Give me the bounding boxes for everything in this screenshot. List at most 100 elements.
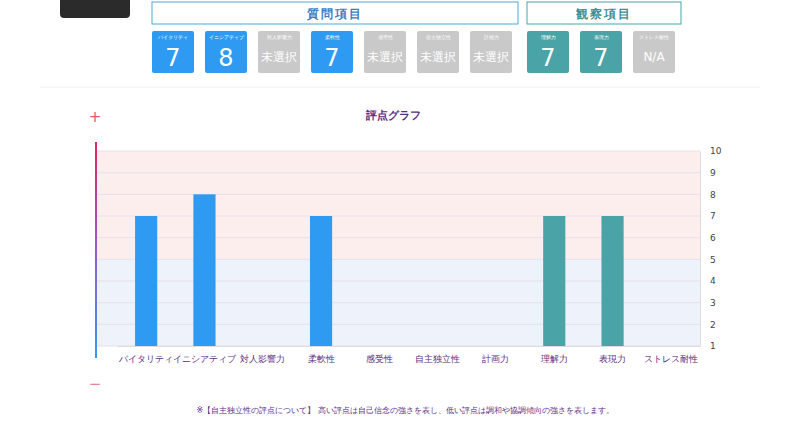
x-tick-label: 感受性 [366,354,393,364]
x-tick-label: 対人影響力 [240,354,285,364]
x-tick-label: イニシアティブ [173,354,237,364]
minus-label: − [89,375,102,393]
y-tick-label: 1 [710,341,716,351]
separator [40,87,760,88]
score-card: 対人影響力未選択 [258,31,300,73]
score-card: 自主独立性未選択 [417,31,459,73]
x-tick-label: 自主独立性 [415,354,460,364]
grid [97,151,700,346]
x-tick-label: ストレス耐性 [644,354,698,364]
card-value: 7 [540,44,555,72]
card-label: 表現力 [594,34,609,40]
x-tick-label: バイタリティ [118,354,173,364]
y-tick: 7 [700,211,716,221]
bars [135,194,624,346]
card-bg [258,31,300,73]
y-tick: 8 [700,190,716,200]
footnote: ※【自主独立性の評点について】 高い評点は自己信念の強さを表し、低い評点は調和や… [196,406,613,415]
bar [310,216,332,346]
y-tick-label: 4 [710,276,716,286]
card-label: ストレス耐性 [639,34,669,40]
card-label: 柔軟性 [325,34,340,40]
card-value: 8 [218,44,233,72]
score-card: 理解力 7 [527,31,569,73]
card-bg [417,31,459,73]
x-axis-line [118,346,701,347]
y-tick-label: 8 [710,190,716,200]
y-tick-label: 7 [710,211,716,221]
x-tick: 表現力 [599,346,626,364]
card-bg [527,31,569,73]
bar [601,216,623,346]
card-value: 7 [593,44,608,72]
y-tick: 6 [700,233,716,243]
score-card: バイタリティ 7 [152,31,194,73]
x-tick: イニシアティブ [173,346,237,364]
score-card: ストレス耐性 N/A [633,31,675,73]
grid-line [97,194,700,195]
x-tick: 自主独立性 [415,346,460,364]
plus-label: + [89,108,102,126]
card-value: 7 [165,44,180,72]
card-bg [311,31,353,73]
card-value: 7 [324,44,339,72]
y-tick: 2 [700,320,716,330]
y-axis: 1 2 3 4 5 6 7 8 9 10 [700,146,722,351]
y-tick: 1 [700,341,716,351]
y-tick: 10 [700,146,722,156]
card-label: 自主独立性 [426,34,451,40]
group-header-box [527,2,681,24]
card-value: N/A [643,50,665,64]
score-card: 計画力未選択 [470,31,512,73]
group-title: 質問項目 [306,7,363,21]
avatar [60,0,130,18]
bar [193,194,215,346]
y-tick: 5 [700,255,716,265]
card-value: 未選択 [420,50,456,64]
x-tick-label: 表現力 [599,354,626,364]
card-bg [364,31,406,73]
x-tick: ストレス耐性 [644,346,698,364]
score-card: 柔軟性 7 [311,31,353,73]
card-label: バイタリティ [157,34,188,40]
bar [135,216,157,346]
score-card: 感受性未選択 [364,31,406,73]
y-tick-label: 3 [710,298,716,308]
y-axis-line [700,152,701,347]
x-tick: 対人影響力 [240,346,285,364]
card-group: 観察項目理解力7表現力7ストレス耐性N/A [527,2,681,73]
card-bg [152,31,194,73]
card-label: 理解力 [541,34,556,40]
group-header-box [152,2,518,24]
polarity-bar [95,142,97,358]
y-tick: 4 [700,276,716,286]
x-tick-label: 理解力 [541,354,568,364]
x-tick: バイタリティ [118,346,173,364]
card-label: 対人影響力 [267,34,292,40]
page: 質問項目バイタリティ7イニシアティブ8対人影響力未選択柔軟性7感受性未選択自主独… [0,0,800,447]
y-tick: 9 [700,168,716,178]
card-group: 質問項目バイタリティ7イニシアティブ8対人影響力未選択柔軟性7感受性未選択自主独… [152,2,518,73]
x-tick-label: 計画力 [482,354,509,364]
card-bg [580,31,622,73]
card-bg [205,31,247,73]
bands [97,151,700,346]
x-tick: 柔軟性 [308,346,335,364]
card-label: 計画力 [484,34,499,40]
y-tick-label: 9 [710,168,716,178]
x-tick: 感受性 [366,346,393,364]
x-tick: 理解力 [541,346,568,364]
x-tick: 計画力 [482,346,509,364]
y-tick-label: 6 [710,233,716,243]
card-value: 未選択 [367,50,403,64]
grid-line [97,172,700,173]
y-tick-label: 5 [710,255,716,265]
y-tick-label: 2 [710,320,716,330]
bar [543,216,565,346]
score-card: イニシアティブ 8 [205,31,247,73]
grid-line [97,151,700,152]
x-tick-label: 柔軟性 [308,354,335,364]
card-label: イニシアティブ [209,34,245,40]
card-bg [633,31,675,73]
card-value: 未選択 [473,50,509,64]
